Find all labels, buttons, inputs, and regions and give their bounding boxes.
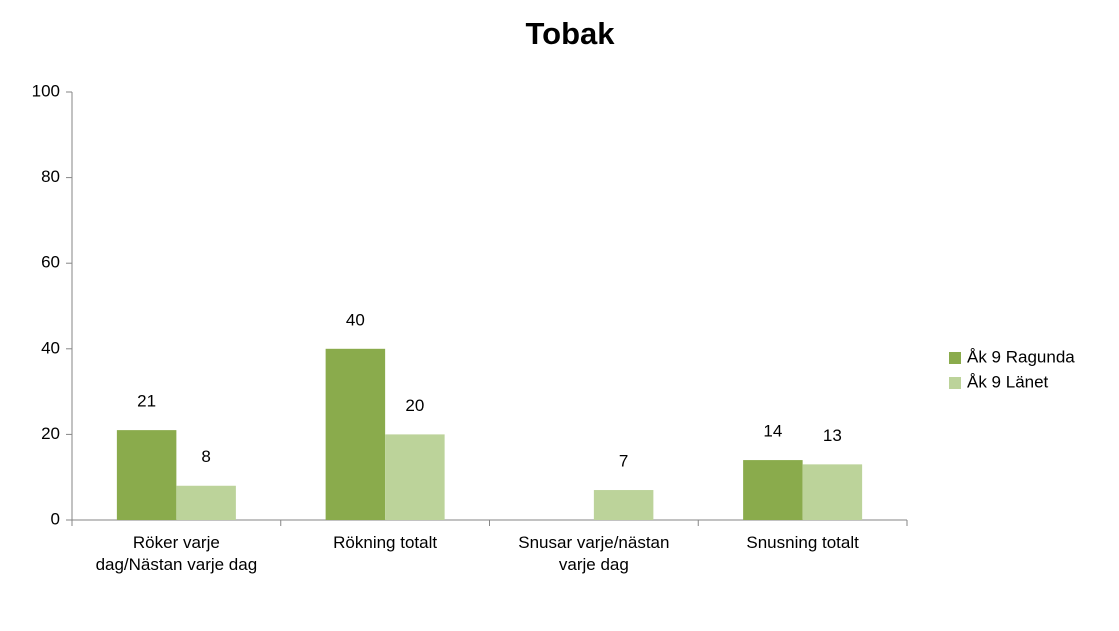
bar	[802, 464, 863, 520]
data-label: 20	[405, 396, 424, 415]
data-label: 21	[137, 392, 156, 411]
bar	[116, 430, 177, 520]
bar	[325, 348, 386, 520]
x-tick-label: Snusning totalt	[746, 533, 859, 552]
data-label: 8	[201, 447, 210, 466]
x-tick-label: Rökning totalt	[333, 533, 438, 552]
bar	[385, 434, 445, 520]
data-label: 40	[346, 310, 365, 329]
legend-label: Åk 9 Ragunda	[967, 347, 1075, 366]
x-tick-label: Röker varje dag/Nästan varje dag	[95, 533, 258, 574]
y-tick-label: 40	[41, 338, 60, 357]
y-tick-label: 60	[41, 253, 60, 272]
data-label: 14	[763, 422, 782, 441]
legend-label: Åk 9 Länet	[967, 372, 1049, 391]
x-tick-label: Snusar varje/nästan varje dag	[518, 533, 670, 574]
y-tick-label: 100	[32, 81, 60, 100]
data-label: 7	[619, 452, 628, 471]
y-tick-label: 20	[41, 424, 60, 443]
data-label: 13	[823, 426, 842, 445]
bar	[593, 490, 654, 520]
legend-swatch	[949, 352, 961, 364]
y-tick-label: 0	[51, 509, 60, 528]
bar	[743, 460, 803, 520]
chart-title: Tobak	[526, 16, 616, 51]
y-tick-label: 80	[41, 167, 60, 186]
legend-swatch	[949, 377, 961, 389]
bar	[176, 485, 236, 520]
